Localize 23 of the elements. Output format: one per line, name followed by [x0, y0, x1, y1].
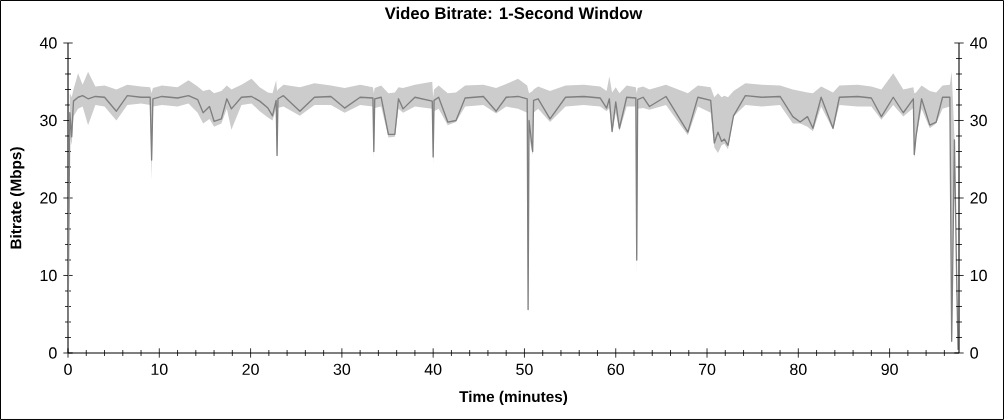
x-axis-title: Time (minutes): [459, 390, 568, 406]
x-tick-label: 40: [424, 363, 442, 376]
x-tick-label: 30: [333, 363, 351, 376]
y2-tick-label: 40: [970, 37, 987, 49]
y-tick-label: 40: [39, 37, 57, 49]
x-tick-label: 70: [698, 363, 716, 376]
y-tick-label: 10: [40, 269, 57, 282]
y-tick-label: 30: [40, 114, 57, 127]
chart-title: Video Bitrate: 1-Second Window: [384, 6, 643, 20]
x-tick-label: 50: [516, 363, 533, 376]
x-tick-label: 60: [607, 363, 625, 376]
y-tick-label: 0: [49, 347, 57, 359]
y2-tick-label: 20: [970, 192, 987, 204]
y2-tick-label: 30: [970, 114, 987, 127]
y2-tick-label: 0: [970, 347, 978, 359]
y-axis-title: Bitrate (Mbps): [10, 147, 25, 249]
x-tick-label: 90: [881, 363, 898, 376]
x-tick-label: 0: [64, 363, 72, 376]
y2-tick-label: 10: [970, 269, 987, 282]
x-tick-label: 20: [242, 363, 259, 376]
x-tick-label: 80: [790, 363, 807, 376]
x-tick-label: 10: [151, 363, 168, 376]
y-tick-label: 20: [40, 192, 57, 204]
